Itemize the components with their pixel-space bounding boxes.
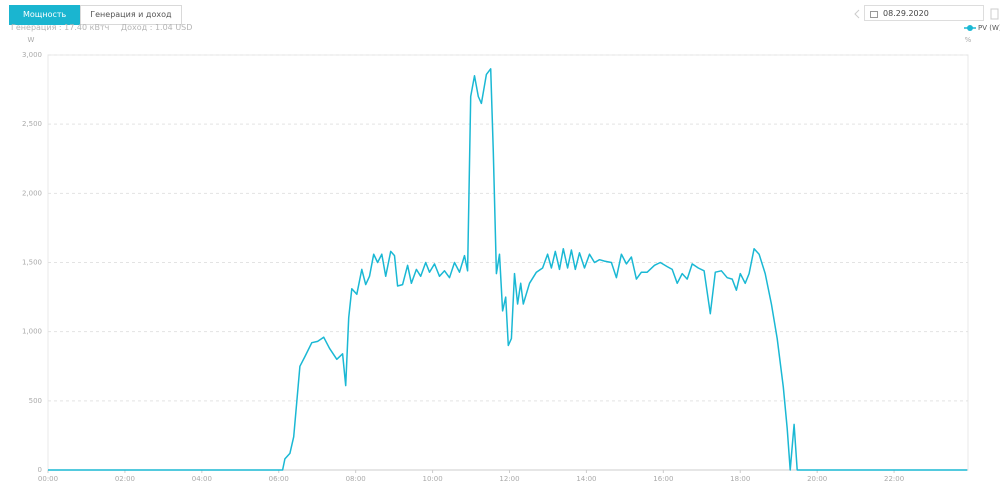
x-tick-label: 12:00 (499, 475, 519, 483)
y-axis-label: W (28, 36, 35, 44)
x-tick-label: 00:00 (38, 475, 58, 483)
x-tick-label: 08:00 (346, 475, 366, 483)
x-tick-label: 20:00 (807, 475, 827, 483)
calendar-icon (870, 11, 878, 18)
x-tick-label: 18:00 (730, 475, 750, 483)
y-tick-label: 2,000 (22, 189, 42, 197)
x-tick-label: 02:00 (115, 475, 135, 483)
y-tick-label: 0 (38, 466, 42, 474)
x-tick-label: 10:00 (422, 475, 442, 483)
y-tick-label: 2,500 (22, 120, 42, 128)
x-tick-label: 16:00 (653, 475, 673, 483)
tab[interactable]: Генерация и доход (80, 5, 182, 25)
x-tick-label: 14:00 (576, 475, 596, 483)
y-tick-label: 3,000 (22, 51, 42, 59)
y-tick-label: 1,000 (22, 328, 42, 336)
next-arrow[interactable] (990, 8, 1000, 20)
series-line (48, 68, 968, 471)
legend-marker (967, 25, 973, 31)
y-tick-label: 1,500 (22, 259, 42, 267)
legend-label: PV (W) (978, 24, 1000, 32)
y2-axis-label: % (965, 36, 972, 44)
tabs: Мощность Генерация и доход (9, 5, 182, 25)
date: 08.29.2020 (883, 9, 929, 18)
summary: Генерация : 17.40 кВтч Доход : 1.04 USD (11, 23, 201, 32)
tab[interactable]: Мощность (9, 5, 81, 25)
y-tick-label: 500 (29, 397, 42, 405)
date-picker[interactable]: 08.29.2020 (864, 5, 984, 21)
x-tick-label: 04:00 (192, 475, 212, 483)
prev-arrow[interactable] (852, 8, 862, 20)
income: Доход : 1.04 USD (120, 23, 193, 32)
x-tick-label: 22:00 (884, 475, 904, 483)
x-tick-label: 06:00 (269, 475, 289, 483)
generation: Генерация : 17.40 кВтч (11, 23, 110, 32)
